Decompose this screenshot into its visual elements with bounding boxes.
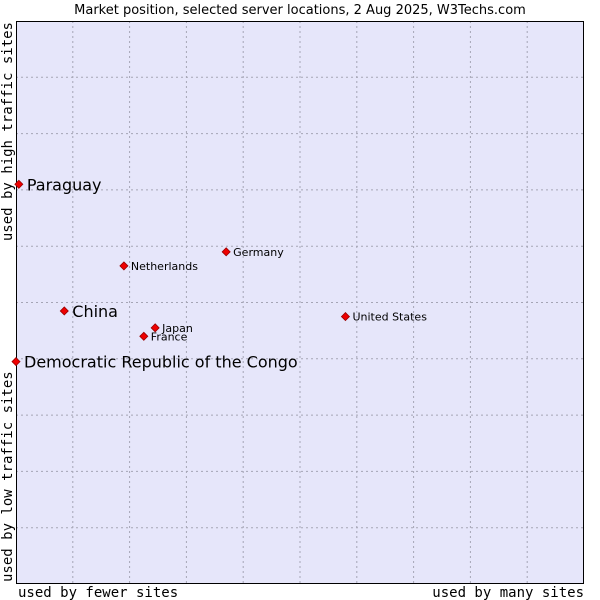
data-point-label: Democratic Republic of the Congo bbox=[24, 353, 298, 372]
x-axis-high-label: used by many sites bbox=[432, 585, 584, 600]
data-point-marker bbox=[14, 179, 24, 189]
data-points: Paraguay China Democratic Republic of the … bbox=[11, 175, 427, 372]
data-point-label: France bbox=[151, 330, 188, 343]
plot-frame bbox=[16, 21, 584, 584]
data-point-label: Netherlands bbox=[131, 260, 198, 273]
data-point-marker bbox=[11, 357, 21, 367]
data-point-marker bbox=[59, 306, 69, 316]
data-point-marker bbox=[340, 312, 351, 322]
data-point-marker bbox=[139, 331, 149, 341]
y-axis-high-label: used by high traffic sites bbox=[0, 22, 16, 241]
data-point-marker bbox=[221, 247, 231, 257]
data-point-label: China bbox=[72, 302, 118, 321]
data-point-label: Paraguay bbox=[27, 175, 102, 194]
y-axis-low-label: used by low traffic sites bbox=[0, 371, 16, 582]
data-point-label: Germany bbox=[233, 246, 284, 259]
data-point-marker bbox=[119, 261, 129, 271]
data-point-marker bbox=[150, 323, 160, 333]
data-point-label: Japan bbox=[161, 322, 193, 335]
data-point-label: United States bbox=[352, 311, 427, 324]
grid bbox=[16, 21, 584, 584]
x-axis-low-label: used by fewer sites bbox=[18, 585, 178, 600]
chart-title: Market position, selected server locatio… bbox=[74, 3, 526, 18]
